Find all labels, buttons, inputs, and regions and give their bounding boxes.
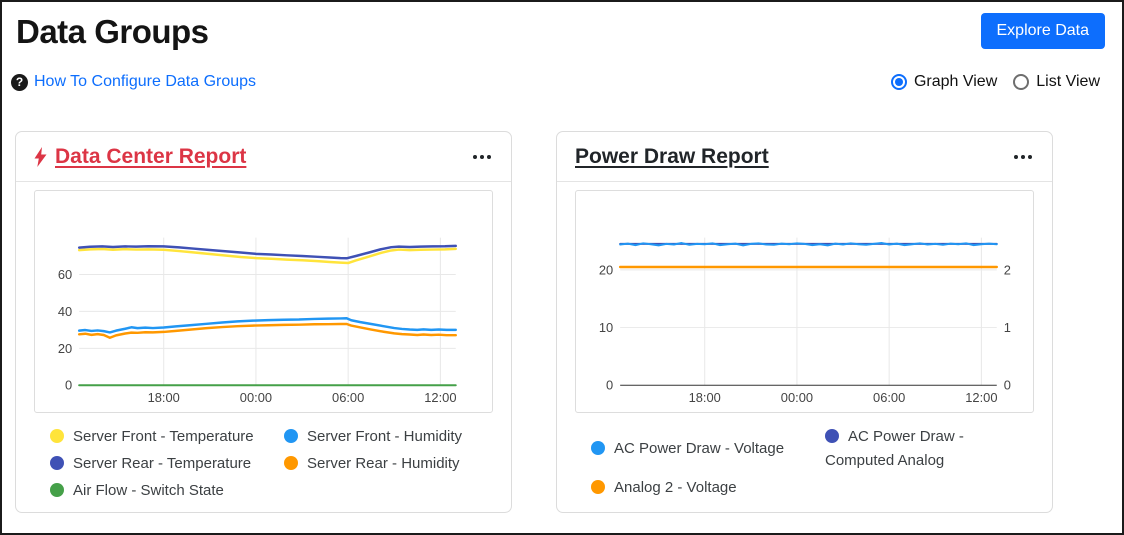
chart-legend: Server Front - Temperature Server Rear - …: [34, 425, 493, 503]
legend-item: Server Front - Humidity: [284, 425, 493, 449]
ellipsis-menu-button[interactable]: [471, 149, 493, 165]
legend-label: Server Rear - Temperature: [73, 455, 252, 472]
legend-item: Server Rear - Humidity: [284, 452, 493, 476]
radio-button-icon: [890, 74, 907, 90]
lightning-bolt-icon: [34, 146, 47, 167]
svg-text:60: 60: [58, 267, 72, 282]
legend-item: Server Rear - Temperature: [50, 452, 284, 476]
help-wrap: ? How To Configure Data Groups: [11, 73, 256, 91]
chart-container: 18:00 00:00 06:00 12:00 0 10 20 0 1 2: [575, 190, 1034, 413]
svg-text:00:00: 00:00: [240, 390, 272, 405]
legend-item: AC Power Draw - Computed Analog: [825, 425, 1034, 473]
svg-text:0: 0: [606, 378, 613, 393]
svg-text:06:00: 06:00: [873, 390, 905, 405]
svg-text:0: 0: [65, 378, 72, 393]
how-to-configure-link[interactable]: How To Configure Data Groups: [34, 73, 257, 90]
svg-text:2: 2: [1004, 262, 1011, 277]
svg-text:12:00: 12:00: [424, 390, 456, 405]
report-title-link[interactable]: Power Draw Report: [575, 144, 769, 168]
legend-color-dot: [284, 429, 298, 443]
card-header: Power Draw Report: [557, 132, 1052, 182]
radio-label: Graph View: [913, 73, 998, 90]
legend-item: Server Front - Temperature: [50, 425, 284, 449]
legend-item: AC Power Draw - Voltage: [591, 437, 825, 461]
legend-color-dot: [825, 429, 839, 443]
legend-color-dot: [591, 480, 605, 494]
report-title-link[interactable]: Data Center Report: [55, 144, 247, 168]
svg-text:18:00: 18:00: [148, 390, 180, 405]
legend-label: Server Front - Humidity: [307, 428, 463, 445]
cards-row: Data Center Report 18:00 00:00 06:00 12:00 0…: [15, 131, 1122, 513]
svg-text:1: 1: [1004, 320, 1011, 335]
radio-button-icon: [1013, 74, 1030, 90]
legend-label: Analog 2 - Voltage: [614, 479, 737, 496]
legend-label: AC Power Draw - Computed Analog: [825, 428, 964, 469]
card-title-wrap: Data Center Report: [34, 145, 246, 169]
legend-label: Server Rear - Humidity: [307, 455, 460, 472]
legend-label: Air Flow - Switch State: [73, 482, 224, 499]
card-header: Data Center Report: [16, 132, 511, 182]
explore-data-button[interactable]: Explore Data: [980, 13, 1105, 49]
legend-label: AC Power Draw - Voltage: [614, 440, 785, 457]
ellipsis-menu-button[interactable]: [1012, 149, 1034, 165]
svg-text:00:00: 00:00: [781, 390, 813, 405]
card-body: 18:00 00:00 06:00 12:00 0 10 20 0 1 2 AC Power Dr…: [557, 182, 1052, 500]
card-power-draw-report: Power Draw Report 18:00 00:00 06:00 12:00 0 1…: [556, 131, 1053, 513]
legend-item: Analog 2 - Voltage: [591, 476, 825, 500]
legend-color-dot: [50, 429, 64, 443]
chart-legend: AC Power Draw - Voltage Analog 2 - Voltag…: [575, 425, 1034, 500]
svg-text:10: 10: [599, 320, 613, 335]
legend-color-dot: [284, 456, 298, 470]
sub-header: ? How To Configure Data Groups Graph Vie…: [2, 73, 1122, 91]
svg-text:0: 0: [1004, 378, 1011, 393]
legend-color-dot: [50, 456, 64, 470]
svg-text:06:00: 06:00: [332, 390, 364, 405]
radio-graph-view[interactable]: Graph View: [890, 73, 998, 91]
svg-text:12:00: 12:00: [965, 390, 997, 405]
card-title-wrap: Power Draw Report: [575, 145, 769, 169]
legend-color-dot: [591, 441, 605, 455]
legend-item: Air Flow - Switch State: [50, 479, 284, 503]
line-chart: 18:00 00:00 06:00 12:00 0 10 20 0 1 2: [599, 237, 1011, 405]
legend-color-dot: [50, 483, 64, 497]
page-title: Data Groups: [16, 13, 209, 50]
svg-text:18:00: 18:00: [689, 390, 721, 405]
question-circle-icon: ?: [11, 73, 28, 91]
card-data-center-report: Data Center Report 18:00 00:00 06:00 12:00 0…: [15, 131, 512, 513]
svg-text:40: 40: [58, 304, 72, 319]
page-header: Data Groups Explore Data: [2, 2, 1122, 51]
svg-text:20: 20: [599, 262, 613, 277]
legend-label: Server Front - Temperature: [73, 428, 254, 445]
line-chart: 18:00 00:00 06:00 12:00 0 20 40 60: [58, 237, 457, 405]
card-body: 18:00 00:00 06:00 12:00 0 20 40 60 Server Front…: [16, 182, 511, 503]
radio-label: List View: [1036, 73, 1100, 90]
view-toggle: Graph View List View: [890, 73, 1100, 91]
svg-text:20: 20: [58, 341, 72, 356]
radio-list-view[interactable]: List View: [1013, 73, 1100, 91]
chart-container: 18:00 00:00 06:00 12:00 0 20 40 60: [34, 190, 493, 413]
